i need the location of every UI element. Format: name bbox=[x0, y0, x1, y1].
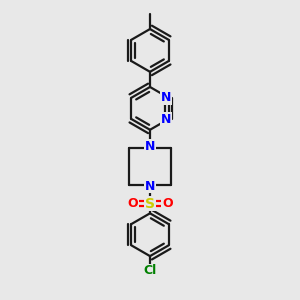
Text: S: S bbox=[145, 196, 155, 211]
Text: Cl: Cl bbox=[143, 265, 157, 278]
Text: N: N bbox=[161, 112, 171, 126]
Text: O: O bbox=[162, 197, 172, 210]
Text: N: N bbox=[145, 180, 155, 193]
Text: N: N bbox=[161, 91, 171, 104]
Text: N: N bbox=[145, 140, 155, 153]
Text: O: O bbox=[128, 197, 138, 210]
